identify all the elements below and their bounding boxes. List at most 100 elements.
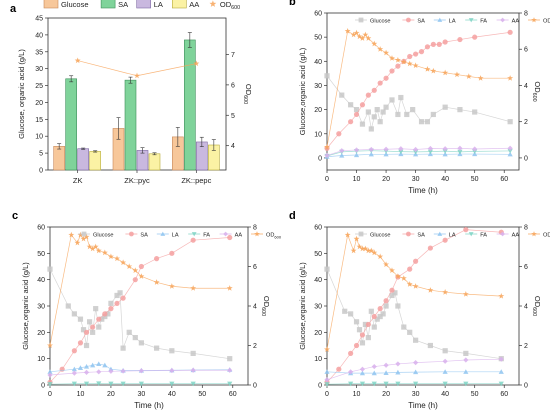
y-tick-label: 60	[314, 11, 322, 18]
data-point	[371, 40, 378, 47]
data-point	[353, 29, 360, 36]
data-point	[77, 231, 84, 238]
legend-marker	[500, 17, 505, 23]
y-tick-label: 50	[314, 35, 322, 42]
data-point	[108, 306, 114, 312]
y-tick-label: 20	[314, 330, 322, 337]
y-tick-label: 50	[37, 251, 45, 258]
data-point	[342, 308, 348, 314]
panel-c: c 0 10 20 30 40 50 60 0 10 20 30 40 50 60 0 2 4 6 8 Time (h)…	[12, 210, 282, 410]
legend-label: Glucose	[370, 19, 391, 25]
data-point	[457, 36, 463, 43]
y-tick-label: 40	[314, 277, 322, 284]
data-point	[374, 316, 380, 322]
y2-tick-label: 8	[253, 225, 257, 232]
data-point	[169, 367, 175, 374]
y-tick-label: 5	[39, 151, 43, 158]
data-point	[102, 311, 108, 317]
data-point	[383, 362, 389, 368]
data-point	[77, 316, 84, 322]
data-point	[477, 75, 484, 81]
y-tick-label: 60	[37, 225, 45, 232]
data-point	[395, 111, 401, 118]
data-point	[353, 152, 360, 158]
data-point	[227, 356, 233, 362]
legend-marker	[223, 231, 228, 237]
data-point	[359, 332, 366, 338]
data-point	[339, 92, 345, 98]
legend-marker	[81, 231, 87, 237]
legend-label: Glucose	[61, 0, 89, 9]
data-point	[348, 350, 354, 356]
data-point	[362, 31, 369, 38]
data-point	[395, 303, 401, 309]
data-point	[348, 311, 354, 317]
data-point	[83, 329, 90, 335]
y-tick-label: 10	[314, 356, 322, 363]
series-line	[49, 369, 230, 376]
data-point	[153, 279, 160, 285]
data-point	[380, 109, 386, 115]
data-point	[507, 119, 513, 125]
od-point	[193, 60, 200, 67]
y-tick-label: 20	[37, 330, 45, 337]
data-point	[383, 261, 390, 268]
data-point	[324, 143, 330, 150]
x-tick-label: 60	[500, 391, 508, 398]
data-point	[507, 29, 513, 35]
legend-marker	[406, 17, 411, 23]
data-point	[442, 289, 449, 295]
data-point	[442, 149, 448, 154]
series-line	[326, 383, 502, 385]
legend-marker	[406, 231, 411, 237]
series-line	[326, 153, 511, 158]
bar	[53, 146, 65, 171]
series-line	[49, 383, 230, 385]
legend-marker	[531, 231, 537, 237]
x-tick-label: 40	[168, 391, 176, 398]
y2-tick-label: 6	[524, 47, 528, 54]
data-point	[398, 146, 404, 152]
data-point	[80, 235, 87, 242]
data-point	[359, 245, 366, 252]
x-tick-label: 20	[382, 176, 390, 183]
y2-tick-label: 5	[231, 113, 235, 120]
bar	[124, 79, 137, 171]
y2-tick-label: 4	[231, 143, 235, 150]
data-point	[96, 324, 102, 330]
data-point	[120, 259, 127, 266]
data-point	[389, 97, 395, 103]
data-point	[507, 148, 513, 154]
data-point	[96, 316, 102, 322]
data-point	[472, 109, 478, 115]
data-point	[454, 71, 460, 78]
data-point	[413, 360, 419, 366]
data-point	[344, 27, 351, 34]
data-point	[90, 324, 96, 330]
data-point	[395, 369, 401, 375]
data-point	[413, 369, 419, 375]
data-point	[413, 381, 419, 387]
series-line	[326, 150, 511, 157]
data-point	[138, 340, 144, 346]
data-point	[120, 295, 126, 301]
data-point	[413, 146, 419, 153]
data-point	[406, 281, 413, 287]
y-tick-label: 10	[314, 131, 322, 138]
data-point	[190, 237, 196, 243]
legend-swatch	[43, 0, 59, 9]
data-point	[365, 321, 371, 328]
data-point	[383, 370, 389, 375]
data-point	[114, 300, 120, 306]
y2-tick-label: 4	[253, 304, 257, 311]
data-point	[114, 255, 120, 262]
panel-label: a	[10, 3, 17, 15]
data-point	[413, 149, 419, 155]
data-point	[96, 381, 102, 387]
data-point	[126, 263, 133, 270]
legend-label: FA	[480, 233, 487, 239]
data-point	[83, 342, 90, 349]
data-point	[83, 381, 90, 387]
data-point	[68, 231, 75, 238]
